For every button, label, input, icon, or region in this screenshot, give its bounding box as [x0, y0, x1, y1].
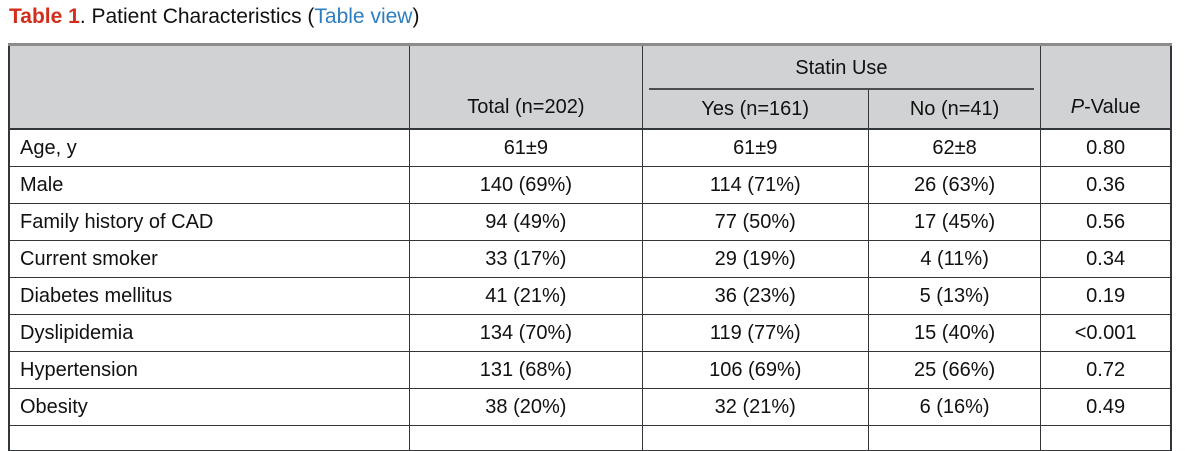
row-label: Dyslipidemia [8, 314, 411, 352]
column-header-statin-yes: Yes (n=161) [641, 90, 869, 130]
row-label: Male [8, 166, 411, 204]
cell-total: 140 (69%) [409, 166, 643, 204]
cell-statin-no: 6 (16%) [867, 388, 1042, 426]
header-row-sub: Yes (n=161) No (n=41) [9, 90, 1171, 130]
cell-statin-yes: 32 (21%) [641, 388, 869, 426]
table-row-family-history: Family history of CAD 94 (49%) 77 (50%) … [8, 203, 1172, 241]
table-row-age: Age, y 61±9 61±9 62±8 0.80 [8, 128, 1172, 167]
cell-pvalue: 0.19 [1040, 277, 1172, 315]
pvalue-suffix: -Value [1084, 96, 1141, 118]
cell-statin-yes [641, 425, 869, 451]
table-row-male: Male 140 (69%) 114 (71%) 26 (63%) 0.36 [8, 166, 1172, 204]
table-caption-text: . Patient Characteristics ( [79, 5, 315, 28]
header-row-group: Total (n=202) Statin Use P-Value [8, 44, 1172, 130]
cell-statin-yes: 106 (69%) [641, 351, 869, 389]
cell-pvalue: 0.72 [1040, 351, 1172, 389]
cell-statin-yes: 36 (23%) [641, 277, 869, 315]
cell-pvalue: 0.80 [1040, 128, 1172, 167]
cell-pvalue: 0.34 [1040, 240, 1172, 278]
cell-total: 41 (21%) [409, 277, 643, 315]
cell-statin-no: 62±8 [867, 128, 1042, 167]
row-label: Diabetes mellitus [8, 277, 411, 315]
table-row-partial-cutoff [8, 425, 1172, 451]
statin-use-label: Statin Use [795, 56, 888, 79]
cell-statin-no: 5 (13%) [867, 277, 1042, 315]
cell-total: 38 (20%) [409, 388, 643, 426]
cell-total [409, 425, 643, 451]
cell-statin-yes: 114 (71%) [641, 166, 869, 204]
row-label: Hypertension [8, 351, 411, 389]
cell-statin-yes: 77 (50%) [641, 203, 869, 241]
pvalue-italic-p: P [1070, 96, 1085, 118]
cell-statin-yes: 29 (19%) [641, 240, 869, 278]
row-label: Obesity [8, 388, 411, 426]
cell-total: 33 (17%) [409, 240, 643, 278]
row-label: Current smoker [8, 240, 411, 278]
cell-statin-no: 15 (40%) [867, 314, 1042, 352]
cell-pvalue: 0.49 [1040, 388, 1172, 426]
statin-underline [648, 88, 1035, 90]
cell-statin-no: 25 (66%) [867, 351, 1042, 389]
column-header-statin-use: Statin Use [641, 44, 1042, 90]
cell-pvalue: 0.56 [1040, 203, 1172, 241]
table-row-hypertension: Hypertension 131 (68%) 106 (69%) 25 (66%… [8, 351, 1172, 389]
patient-characteristics-table: Total (n=202) Statin Use P-Value Yes (n=… [8, 43, 1172, 451]
table-row-diabetes: Diabetes mellitus 41 (21%) 36 (23%) 5 (1… [8, 277, 1172, 315]
column-header-statin-no: No (n=41) [867, 90, 1042, 130]
table-body: Age, y 61±9 61±9 62±8 0.80 Male 140 (69%… [8, 128, 1172, 451]
row-label: Age, y [8, 128, 411, 167]
cell-pvalue [1040, 425, 1172, 451]
cell-statin-no: 4 (11%) [867, 240, 1042, 278]
cell-total: 131 (68%) [409, 351, 643, 389]
cell-total: 94 (49%) [409, 203, 643, 241]
column-header-total: Total (n=202) [409, 44, 643, 130]
cell-pvalue: <0.001 [1040, 314, 1172, 352]
row-label [8, 425, 411, 451]
table-view-link[interactable]: Table view [314, 5, 413, 28]
table-row-current-smoker: Current smoker 33 (17%) 29 (19%) 4 (11%)… [8, 240, 1172, 278]
table-row-obesity: Obesity 38 (20%) 32 (21%) 6 (16%) 0.49 [8, 388, 1172, 426]
column-header-empty [8, 44, 411, 130]
cell-total: 134 (70%) [409, 314, 643, 352]
cell-statin-no: 17 (45%) [867, 203, 1042, 241]
cell-pvalue: 0.36 [1040, 166, 1172, 204]
cell-total: 61±9 [409, 128, 643, 167]
table-header: Total (n=202) Statin Use P-Value Yes (n=… [8, 44, 1172, 130]
column-header-pvalue: P-Value [1040, 44, 1172, 130]
cell-statin-no: 26 (63%) [867, 166, 1042, 204]
table-caption-number: Table 1 [9, 5, 80, 28]
cell-statin-no [867, 425, 1042, 451]
table-caption-close-paren: ) [412, 5, 420, 28]
table-row-dyslipidemia: Dyslipidemia 134 (70%) 119 (77%) 15 (40%… [8, 314, 1172, 352]
cell-statin-yes: 119 (77%) [641, 314, 869, 352]
row-label: Family history of CAD [8, 203, 411, 241]
table-caption: Table 1. Patient Characteristics (Table … [9, 4, 1185, 30]
cell-statin-yes: 61±9 [641, 128, 869, 167]
